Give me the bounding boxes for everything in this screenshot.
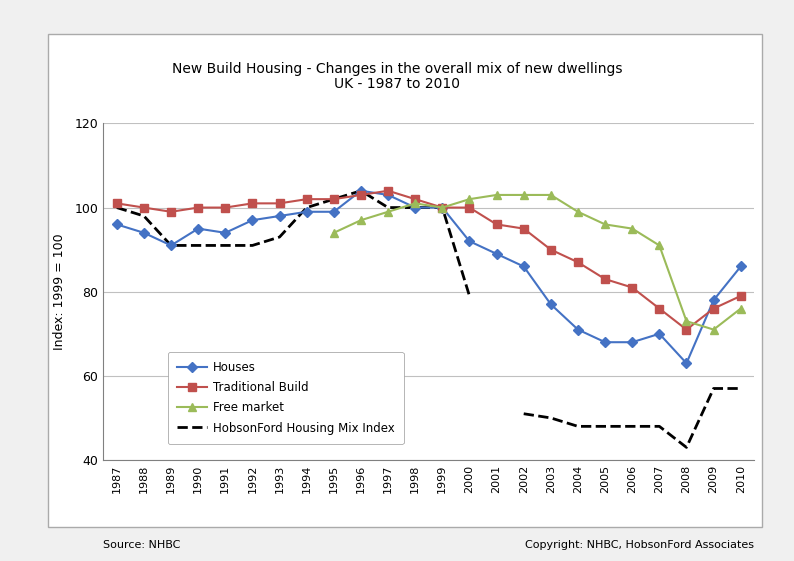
Traditional Build (600, 275, 610, 282)
Line: Free market: Free market (330, 191, 745, 334)
Traditional Build (519, 225, 529, 232)
Houses (519, 263, 529, 270)
Free market (546, 192, 556, 199)
Text: UK - 1987 to 2010: UK - 1987 to 2010 (334, 77, 460, 91)
Houses (736, 263, 746, 270)
Houses (600, 339, 610, 346)
Traditional Build (464, 204, 474, 211)
Houses (491, 250, 501, 257)
Free market (519, 192, 529, 199)
Houses (410, 204, 420, 211)
Traditional Build (682, 327, 692, 333)
Traditional Build (627, 284, 637, 291)
Houses (112, 221, 121, 228)
HobsonFord Housing Mix Index (464, 293, 474, 300)
Traditional Build (166, 209, 175, 215)
Free market (384, 209, 393, 215)
Houses (302, 209, 311, 215)
Line: Houses: Houses (114, 187, 744, 367)
Text: Source: NHBC: Source: NHBC (103, 540, 180, 550)
Houses (357, 187, 366, 194)
Traditional Build (654, 305, 664, 312)
HobsonFord Housing Mix Index (275, 233, 284, 240)
Traditional Build (491, 221, 501, 228)
Traditional Build (736, 293, 746, 300)
Houses (546, 301, 556, 307)
Y-axis label: Index: 1999 = 100: Index: 1999 = 100 (53, 233, 66, 350)
Traditional Build (221, 204, 230, 211)
Free market (491, 192, 501, 199)
Houses (437, 204, 447, 211)
Line: Traditional Build: Traditional Build (113, 187, 745, 334)
Free market (437, 204, 447, 211)
Houses (682, 360, 692, 367)
Traditional Build (112, 200, 121, 206)
Traditional Build (329, 196, 338, 203)
Houses (709, 297, 719, 304)
Traditional Build (546, 246, 556, 253)
Houses (329, 209, 338, 215)
Traditional Build (275, 200, 284, 206)
Traditional Build (437, 204, 447, 211)
Free market (573, 209, 583, 215)
Free market (357, 217, 366, 224)
Free market (410, 200, 420, 206)
Houses (654, 330, 664, 337)
HobsonFord Housing Mix Index (302, 204, 311, 211)
Houses (221, 229, 230, 236)
Traditional Build (573, 259, 583, 265)
Text: New Build Housing - Changes in the overall mix of new dwellings: New Build Housing - Changes in the overa… (172, 62, 622, 76)
HobsonFord Housing Mix Index (437, 204, 447, 211)
HobsonFord Housing Mix Index (410, 204, 420, 211)
Houses (384, 192, 393, 199)
Houses (275, 213, 284, 219)
HobsonFord Housing Mix Index (384, 204, 393, 211)
Traditional Build (384, 187, 393, 194)
Free market (736, 305, 746, 312)
HobsonFord Housing Mix Index (112, 204, 121, 211)
Free market (709, 327, 719, 333)
Free market (627, 225, 637, 232)
Traditional Build (302, 196, 311, 203)
HobsonFord Housing Mix Index (139, 213, 148, 219)
HobsonFord Housing Mix Index (329, 196, 338, 203)
HobsonFord Housing Mix Index (166, 242, 175, 249)
Houses (166, 242, 175, 249)
Free market (464, 196, 474, 203)
Houses (627, 339, 637, 346)
Free market (329, 229, 338, 236)
Traditional Build (410, 196, 420, 203)
Legend: Houses, Traditional Build, Free market, HobsonFord Housing Mix Index: Houses, Traditional Build, Free market, … (168, 352, 404, 444)
Traditional Build (139, 204, 148, 211)
Houses (139, 229, 148, 236)
Line: HobsonFord Housing Mix Index: HobsonFord Housing Mix Index (117, 191, 469, 296)
HobsonFord Housing Mix Index (221, 242, 230, 249)
Free market (654, 242, 664, 249)
Traditional Build (194, 204, 203, 211)
Text: Copyright: NHBC, HobsonFord Associates: Copyright: NHBC, HobsonFord Associates (526, 540, 754, 550)
Free market (682, 318, 692, 324)
Houses (194, 225, 203, 232)
HobsonFord Housing Mix Index (248, 242, 257, 249)
Free market (600, 221, 610, 228)
Traditional Build (709, 305, 719, 312)
Traditional Build (248, 200, 257, 206)
Traditional Build (357, 192, 366, 199)
Houses (464, 238, 474, 245)
Houses (573, 327, 583, 333)
HobsonFord Housing Mix Index (194, 242, 203, 249)
Houses (248, 217, 257, 224)
HobsonFord Housing Mix Index (357, 187, 366, 194)
